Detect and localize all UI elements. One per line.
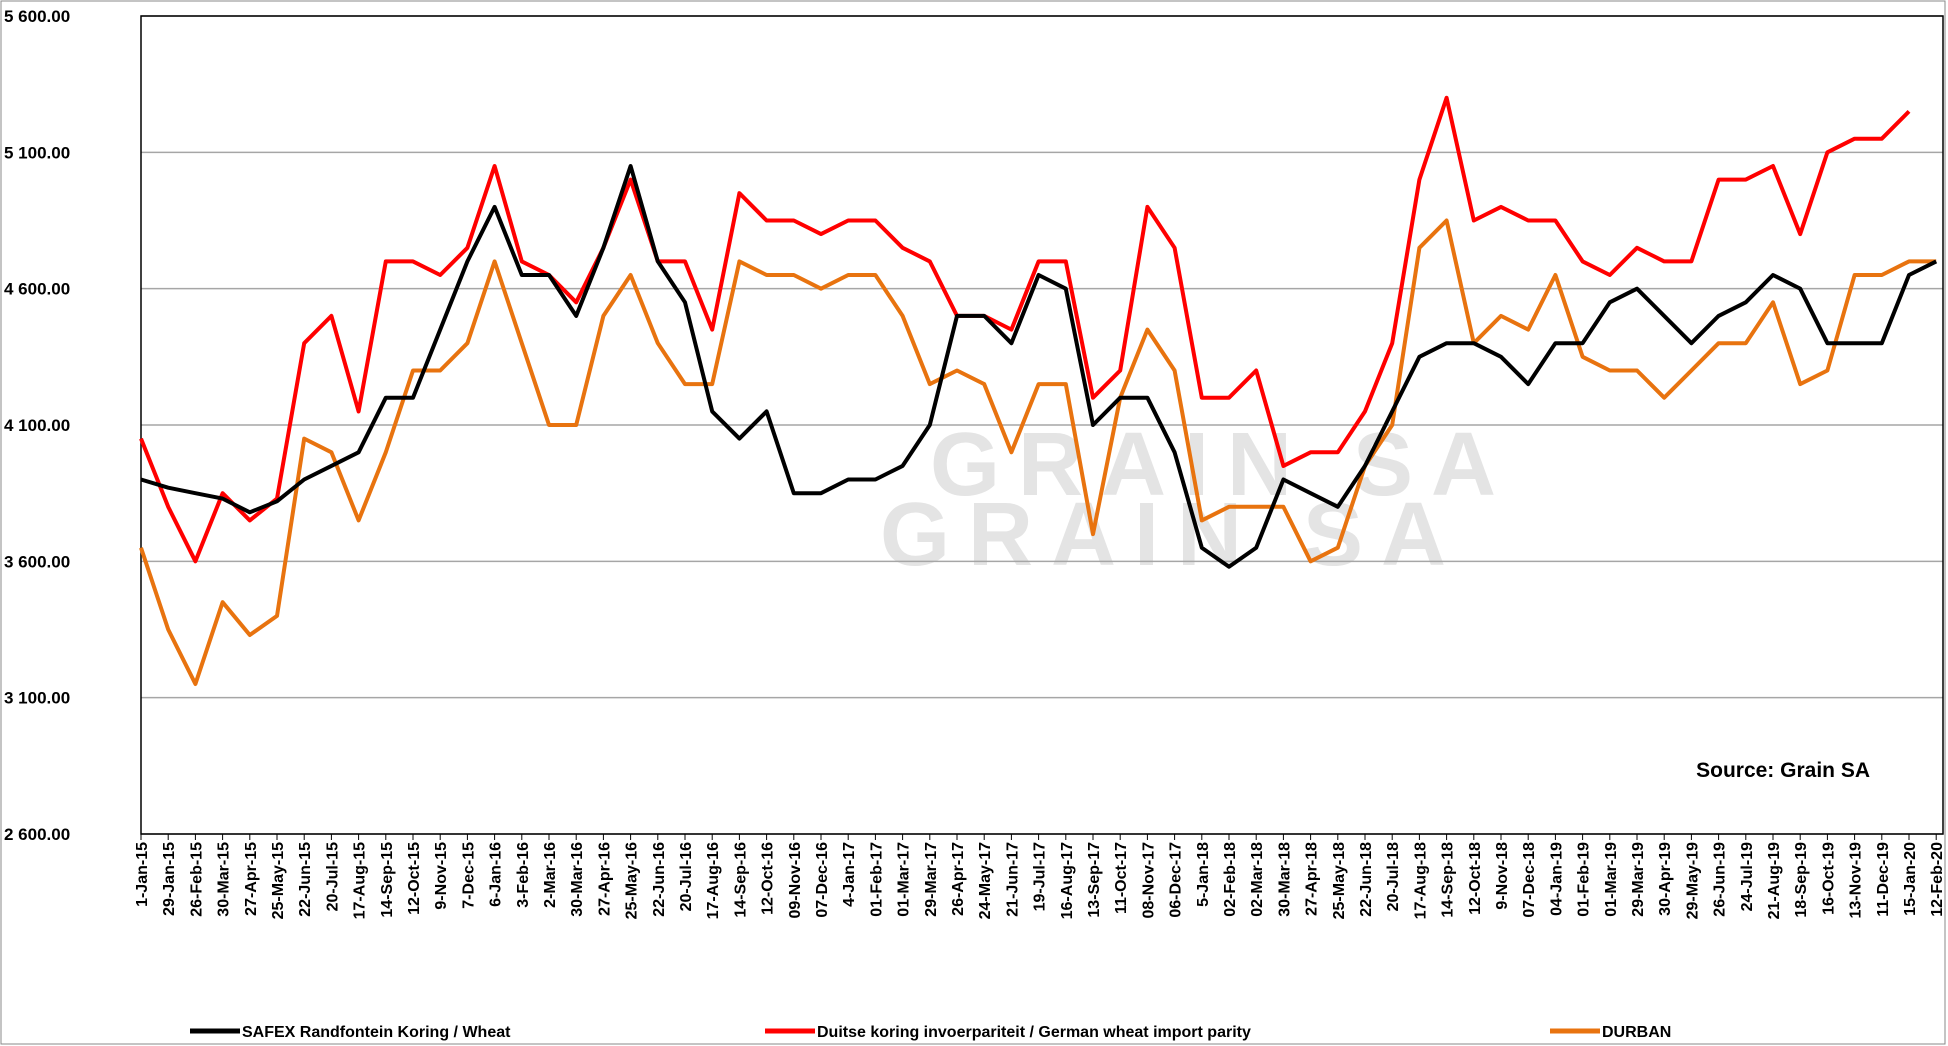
x-tick-label: 22-Jun-15 — [297, 842, 314, 917]
x-tick-label: 24-Jul-19 — [1739, 842, 1756, 911]
x-tick-label: 13-Sep-17 — [1086, 842, 1103, 918]
x-tick-label: 01-Feb-19 — [1576, 842, 1593, 917]
x-tick-label: 15-Jan-20 — [1902, 842, 1919, 916]
y-tick-label: 4 600.00 — [4, 280, 70, 299]
annotation: Source: Grain SA — [1696, 759, 1870, 782]
legend-label: DURBAN — [1602, 1024, 1671, 1041]
x-tick-label: 3-Feb-16 — [515, 842, 532, 908]
x-tick-label: 24-May-17 — [977, 842, 994, 919]
x-tick-label: 01-Mar-17 — [896, 842, 913, 917]
x-tick-label: 29-Mar-17 — [923, 842, 940, 917]
x-tick-label: 1-Jan-15 — [134, 842, 151, 907]
x-tick-label: 11-Oct-17 — [1113, 842, 1130, 914]
x-tick-label: 30-Mar-15 — [216, 842, 233, 917]
x-tick-label: 06-Dec-17 — [1168, 842, 1185, 918]
legend-label: Duitse koring invoerpariteit / German wh… — [817, 1024, 1251, 1041]
x-tick-label: 17-Aug-18 — [1412, 842, 1429, 919]
y-tick-label: 4 100.00 — [4, 416, 70, 435]
x-tick-label: 27-Apr-18 — [1304, 842, 1321, 916]
x-tick-label: 16-Aug-17 — [1059, 842, 1076, 919]
x-tick-label: 7-Dec-15 — [460, 842, 477, 909]
x-tick-label: 17-Aug-15 — [352, 842, 369, 919]
x-tick-label: 22-Jun-18 — [1358, 842, 1375, 917]
x-tick-label: 12-Oct-15 — [406, 842, 423, 915]
x-tick-label: 01-Mar-19 — [1603, 842, 1620, 917]
x-tick-label: 29-May-19 — [1684, 842, 1701, 919]
x-tick-label: 14-Sep-18 — [1440, 842, 1457, 918]
x-tick-label: 04-Jan-19 — [1548, 842, 1565, 916]
x-tick-label: 16-Oct-19 — [1820, 842, 1837, 915]
x-tick-label: 26-Jun-19 — [1712, 842, 1729, 917]
x-tick-label: 26-Feb-15 — [188, 842, 205, 917]
x-tick-label: 25-May-15 — [270, 842, 287, 919]
x-tick-label: 30-Mar-18 — [1276, 842, 1293, 917]
x-tick-label: 26-Apr-17 — [950, 842, 967, 916]
x-tick-label: 30-Apr-19 — [1657, 842, 1674, 916]
x-tick-label: 20-Jul-16 — [678, 842, 695, 911]
x-tick-label: 14-Sep-16 — [732, 842, 749, 918]
x-tick-label: 11-Dec-19 — [1875, 842, 1892, 917]
x-tick-label: 9-Nov-15 — [433, 842, 450, 910]
x-tick-label: 17-Aug-16 — [705, 842, 722, 919]
x-tick-label: 6-Jan-16 — [488, 842, 505, 907]
x-tick-label: 02-Feb-18 — [1222, 842, 1239, 917]
x-tick-label: 25-May-16 — [624, 842, 641, 919]
x-tick-label: 07-Dec-18 — [1521, 842, 1538, 918]
x-tick-label: 21-Aug-19 — [1766, 842, 1783, 919]
x-tick-label: 30-Mar-16 — [569, 842, 586, 917]
x-tick-label: 12-Feb-20 — [1929, 842, 1946, 917]
x-tick-label: 20-Jul-15 — [324, 842, 341, 911]
x-tick-label: 27-Apr-15 — [243, 842, 260, 916]
x-tick-label: 9-Nov-18 — [1494, 842, 1511, 910]
x-tick-label: 12-Oct-16 — [760, 842, 777, 915]
legend-label: SAFEX Randfontein Koring / Wheat — [242, 1024, 511, 1041]
y-tick-label: 2 600.00 — [4, 825, 70, 844]
x-tick-label: 13-Nov-19 — [1848, 842, 1865, 919]
x-tick-label: 21-Jun-17 — [1004, 842, 1021, 917]
x-tick-label: 12-Oct-18 — [1467, 842, 1484, 915]
y-tick-label: 5 100.00 — [4, 143, 70, 162]
x-tick-label: 27-Apr-16 — [596, 842, 613, 916]
y-tick-label: 3 100.00 — [4, 689, 70, 708]
x-tick-label: 07-Dec-16 — [814, 842, 831, 918]
x-tick-label: 22-Jun-16 — [651, 842, 668, 917]
chart: GRAIN SA GRAIN SA Source: Grain SA 2 600… — [0, 0, 1948, 1046]
x-tick-label: 4-Jan-17 — [841, 842, 858, 907]
x-tick-label: 2-Mar-16 — [542, 842, 559, 908]
x-tick-label: 14-Sep-15 — [379, 842, 396, 918]
x-tick-label: 02-Mar-18 — [1249, 842, 1266, 917]
x-tick-label: 29-Jan-15 — [161, 842, 178, 916]
x-tick-label: 20-Jul-18 — [1385, 842, 1402, 911]
x-tick-label: 19-Jul-17 — [1032, 842, 1049, 911]
watermark: GRAIN SA — [880, 485, 1464, 585]
x-tick-label: 25-May-18 — [1331, 842, 1348, 919]
x-tick-label: 5-Jan-18 — [1195, 842, 1212, 907]
y-tick-label: 3 600.00 — [4, 552, 70, 571]
x-tick-label: 09-Nov-16 — [787, 842, 804, 919]
x-tick-label: 18-Sep-19 — [1793, 842, 1810, 918]
x-tick-label: 08-Nov-17 — [1140, 842, 1157, 919]
x-tick-label: 01-Feb-17 — [868, 842, 885, 917]
x-tick-label: 29-Mar-19 — [1630, 842, 1647, 917]
y-tick-label: 5 600.00 — [4, 7, 70, 26]
